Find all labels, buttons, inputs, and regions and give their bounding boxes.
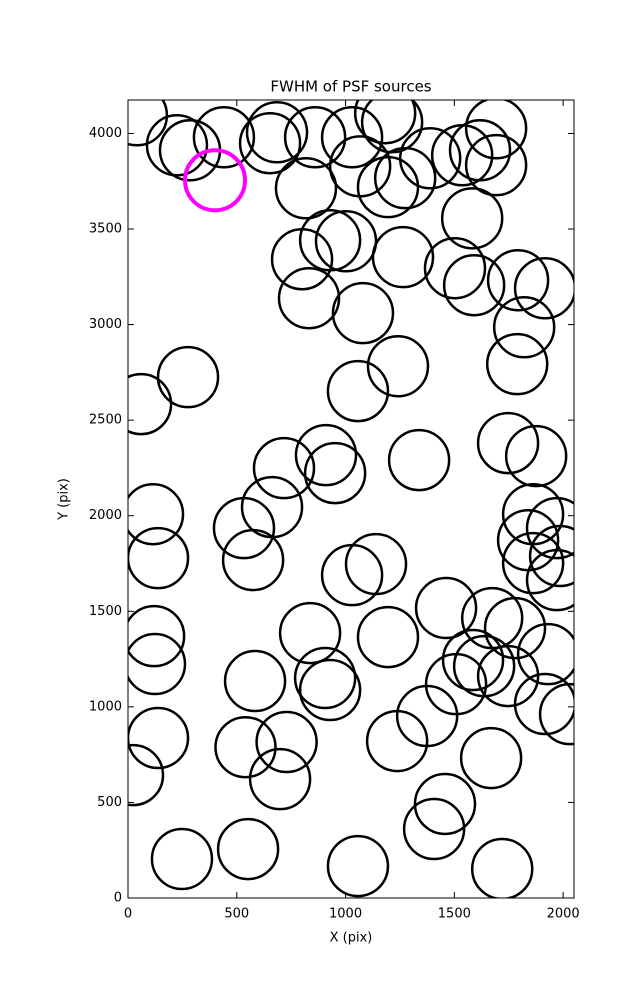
source-circle xyxy=(525,548,574,612)
axes-frame xyxy=(127,99,575,899)
source-circle xyxy=(183,148,248,213)
source-circle xyxy=(366,335,430,398)
source-circle xyxy=(145,114,209,177)
y-tick-label: 2500 xyxy=(89,413,122,428)
source-circle xyxy=(223,649,287,713)
source-circle xyxy=(128,100,169,147)
source-circle xyxy=(516,622,574,686)
source-circle xyxy=(252,436,316,500)
source-circle xyxy=(501,531,565,595)
source-circle xyxy=(470,837,534,898)
source-circle xyxy=(298,209,362,272)
source-circle xyxy=(326,359,390,423)
source-circle xyxy=(320,106,384,169)
source-circle xyxy=(464,100,528,160)
source-circle xyxy=(486,248,550,312)
source-circle xyxy=(492,296,556,359)
source-circle xyxy=(128,632,187,696)
y-tick-label: 0 xyxy=(114,891,122,906)
source-circle xyxy=(255,710,318,774)
source-circle xyxy=(476,644,540,708)
source-circle xyxy=(464,133,528,197)
y-axis-label: Y (pix) xyxy=(57,478,72,521)
source-circle xyxy=(212,496,276,560)
source-circle xyxy=(398,127,462,190)
source-circle xyxy=(192,106,256,169)
y-tick-label: 500 xyxy=(97,795,122,810)
source-circle xyxy=(274,157,338,220)
source-circle xyxy=(303,441,367,505)
source-circle xyxy=(216,817,280,881)
source-circle xyxy=(414,576,478,640)
source-circle xyxy=(442,253,506,317)
source-circle xyxy=(525,496,574,560)
y-tick-label: 1000 xyxy=(89,699,122,714)
x-tick-label: 1000 xyxy=(329,907,362,922)
x-tick-label: 1500 xyxy=(438,907,471,922)
source-circle xyxy=(353,100,417,145)
source-circle xyxy=(326,834,390,898)
source-circle xyxy=(483,596,547,660)
plot-area xyxy=(128,100,574,898)
x-tick-label: 2000 xyxy=(547,907,580,922)
source-circle xyxy=(238,111,302,175)
source-circle xyxy=(320,543,384,607)
source-circle xyxy=(298,658,362,722)
source-circle xyxy=(214,715,277,779)
source-circle xyxy=(156,345,220,409)
source-circle xyxy=(365,709,429,773)
source-circle xyxy=(441,628,505,692)
source-circle xyxy=(356,155,420,219)
source-circle xyxy=(283,106,347,169)
y-tick-label: 3000 xyxy=(89,317,122,332)
source-circle xyxy=(402,797,466,861)
source-circle xyxy=(448,119,512,182)
source-circle xyxy=(128,372,173,436)
source-circle xyxy=(294,423,358,487)
source-circle xyxy=(245,101,309,164)
source-circle xyxy=(221,528,285,592)
source-circle xyxy=(128,743,165,807)
source-circle xyxy=(387,428,451,492)
source-circle xyxy=(485,332,549,396)
y-tick-label: 4000 xyxy=(89,126,122,141)
source-circle xyxy=(504,424,568,488)
source-circle xyxy=(314,210,378,273)
source-circle xyxy=(440,187,504,250)
x-tick-label: 0 xyxy=(124,907,132,922)
x-axis-label: X (pix) xyxy=(330,931,373,946)
y-tick-label: 1500 xyxy=(89,604,122,619)
source-circle xyxy=(413,772,477,836)
source-circle xyxy=(278,601,342,665)
source-circle xyxy=(528,524,574,588)
source-circle xyxy=(423,236,487,300)
source-circle xyxy=(371,225,435,289)
y-tick-label: 3500 xyxy=(89,222,122,237)
source-circle xyxy=(513,672,574,736)
source-circle xyxy=(331,281,395,345)
source-circle xyxy=(150,827,214,891)
x-tick-label: 500 xyxy=(224,907,249,922)
source-circle xyxy=(248,747,312,811)
source-circle xyxy=(293,646,357,710)
source-circle xyxy=(538,682,574,746)
source-circle xyxy=(459,726,523,790)
chart-title: FWHM of PSF sources xyxy=(270,78,431,96)
source-circle xyxy=(356,605,420,669)
source-circle xyxy=(128,604,186,668)
source-circle xyxy=(513,257,574,320)
source-circle xyxy=(476,411,540,475)
source-circle xyxy=(128,482,185,546)
y-tick-label: 2000 xyxy=(89,508,122,523)
source-circle xyxy=(373,146,437,210)
source-circle xyxy=(277,266,341,330)
